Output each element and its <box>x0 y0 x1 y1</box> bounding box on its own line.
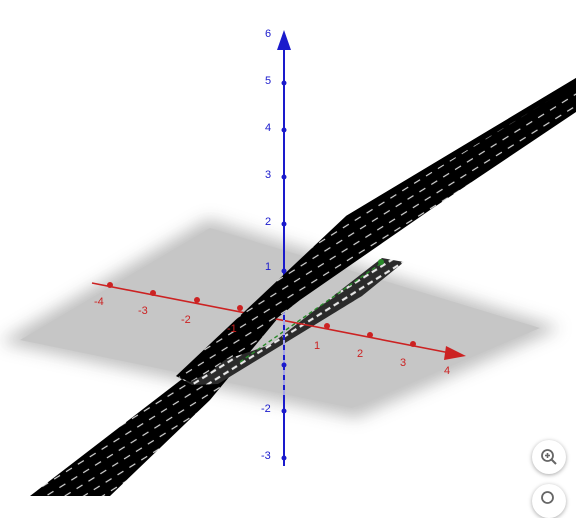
zoom-out-icon <box>540 490 558 508</box>
x-tick-marker <box>367 332 373 338</box>
x-tick-label: -1 <box>227 323 237 335</box>
z-tick-label: 3 <box>265 169 271 181</box>
z-tick-marker <box>282 363 287 368</box>
x-tick-label: -4 <box>94 296 104 308</box>
z-axis-arrowhead <box>277 30 291 50</box>
z-tick-marker <box>282 81 287 86</box>
z-tick-marker <box>282 128 287 133</box>
z-tick-label: -3 <box>261 450 271 462</box>
xy-floor-plane <box>0 219 560 418</box>
x-tick-marker <box>410 341 416 347</box>
z-tick-label: -2 <box>261 403 271 415</box>
z-tick-label: 6 <box>265 28 271 40</box>
z-tick-marker <box>282 175 287 180</box>
x-tick-label: -2 <box>181 314 191 326</box>
graphics-3d-view[interactable]: -4 -3 -2 -1 1 2 3 4 6 5 4 3 2 1 -2 -3 <box>0 0 576 496</box>
z-tick-label: 2 <box>265 216 271 228</box>
x-tick-marker <box>107 282 113 288</box>
x-tick-marker <box>237 305 243 311</box>
plane-surface-edge <box>346 78 576 220</box>
x-tick-label: 1 <box>314 340 320 352</box>
x-tick-marker <box>150 290 156 296</box>
x-tick-label: 2 <box>357 348 363 360</box>
z-tick-marker <box>282 222 287 227</box>
x-tick-label: 4 <box>444 365 450 377</box>
zoom-in-button[interactable] <box>532 440 566 474</box>
x-tick-label: 3 <box>400 357 406 369</box>
x-tick-marker <box>194 297 200 303</box>
z-tick-marker <box>282 456 287 461</box>
x-tick-label: -3 <box>138 305 148 317</box>
zoom-out-button[interactable] <box>532 484 566 518</box>
zoom-in-icon <box>540 448 558 466</box>
z-tick-marker <box>282 409 287 414</box>
y-axis-point <box>378 259 384 265</box>
z-tick-label: 5 <box>265 75 271 87</box>
x-tick-marker <box>324 323 330 329</box>
z-tick-label: 4 <box>265 122 271 134</box>
z-tick-label: 1 <box>265 261 271 273</box>
